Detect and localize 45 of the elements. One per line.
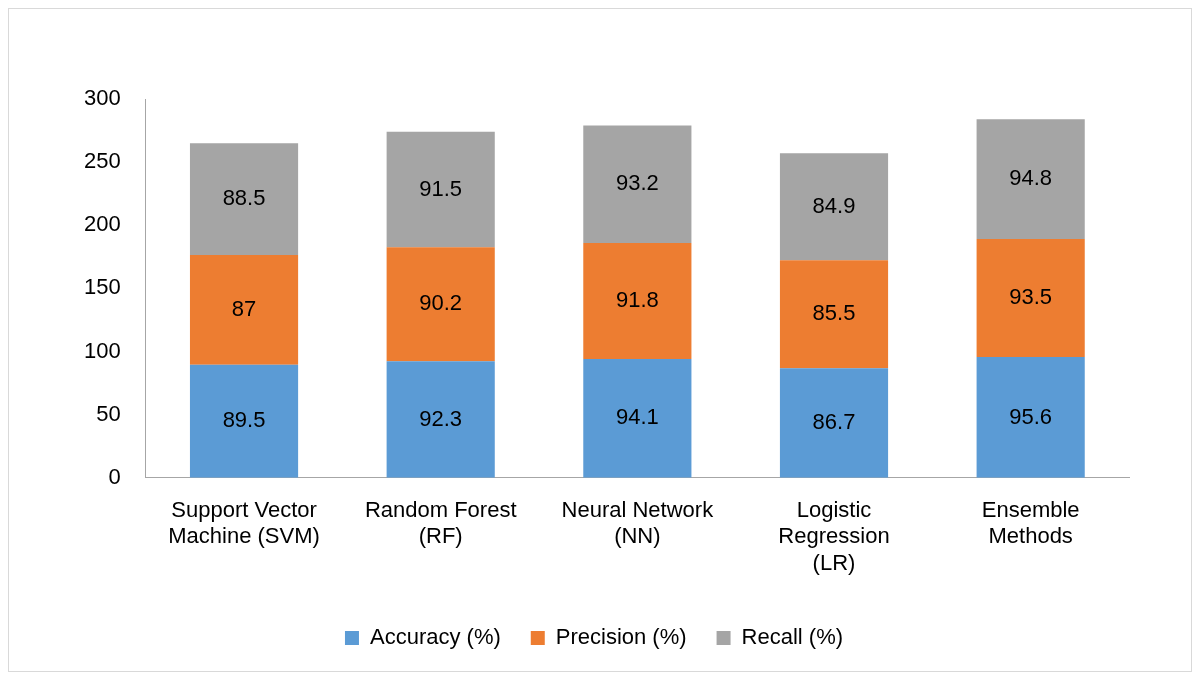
data-label: 85.5 — [812, 300, 856, 326]
bar — [583, 358, 692, 478]
bar — [976, 357, 1085, 478]
data-label: 92.3 — [419, 405, 463, 431]
x-tick-label: Neural Network (NN) — [561, 497, 715, 549]
data-label: 90.2 — [419, 290, 463, 316]
legend-label: Precision (%) — [555, 624, 687, 650]
x-tick-label: Ensemble Methods — [981, 497, 1080, 549]
bar — [189, 254, 299, 365]
data-label: 94.1 — [615, 404, 659, 430]
legend-label: Accuracy (%) — [369, 624, 501, 650]
bar — [976, 119, 1085, 240]
data-label: 95.6 — [1009, 403, 1053, 429]
data-label: 94.8 — [1009, 165, 1053, 191]
y-tick-label: 150 — [83, 274, 121, 300]
data-label: 86.7 — [812, 409, 856, 435]
y-tick-label: 0 — [108, 463, 121, 489]
y-tick-label: 300 — [83, 85, 121, 111]
data-label: 93.5 — [1009, 284, 1053, 310]
bar — [976, 239, 1085, 358]
data-label: 87 — [231, 295, 257, 321]
y-tick-label: 50 — [96, 400, 121, 426]
bar — [583, 125, 692, 244]
y-tick-label: 200 — [83, 211, 121, 237]
bar — [386, 247, 495, 362]
data-label: 91.8 — [615, 287, 659, 313]
bar — [583, 243, 692, 359]
bar — [386, 131, 495, 248]
data-label: 88.5 — [222, 185, 266, 211]
bar — [779, 153, 889, 261]
x-tick-label: Support Vector Machine (SVM) — [168, 497, 320, 549]
legend-label: Recall (%) — [741, 624, 844, 650]
data-label: 89.5 — [222, 407, 266, 433]
data-label: 91.5 — [419, 175, 463, 201]
bar — [189, 143, 299, 255]
data-label: 93.2 — [615, 170, 659, 196]
x-tick-label: Logistic Regression (LR) — [778, 497, 890, 575]
data-label: 84.9 — [812, 192, 856, 218]
bar — [779, 368, 889, 478]
bar — [779, 260, 889, 369]
x-tick-label: Random Forest (RF) — [364, 497, 517, 549]
bar — [386, 361, 495, 478]
y-tick-label: 100 — [83, 337, 121, 363]
bar — [189, 364, 299, 478]
y-tick-label: 250 — [83, 148, 121, 174]
